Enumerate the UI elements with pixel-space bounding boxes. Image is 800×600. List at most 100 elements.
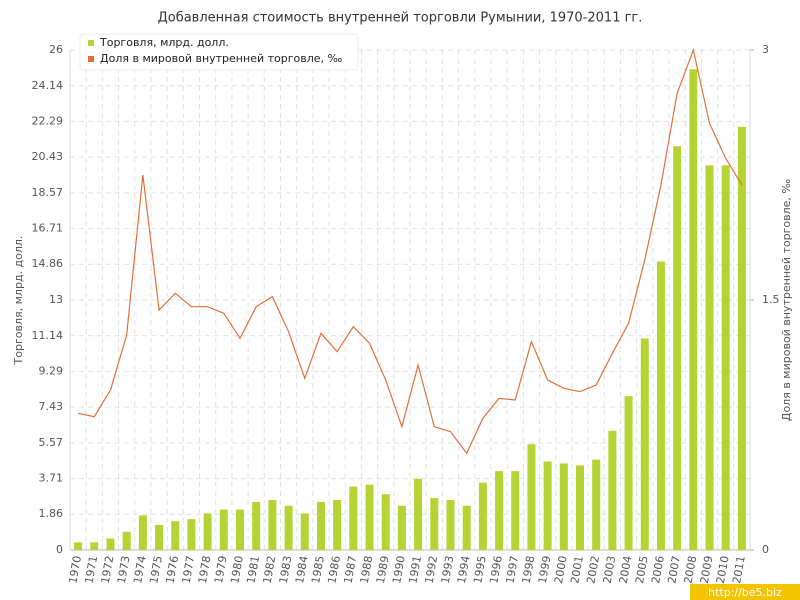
y-axis-title: Торговля, млрд. долл. (12, 236, 25, 366)
watermark[interactable]: http://be5.biz (708, 586, 782, 599)
bar (122, 531, 131, 550)
x-tick-label: 2001 (568, 555, 586, 585)
x-tick-label: 1988 (358, 555, 376, 585)
x-tick-label: 1999 (536, 555, 554, 585)
x-tick-label: 2004 (617, 555, 635, 585)
y-tick-label: 14.86 (32, 257, 64, 270)
bar (268, 500, 277, 550)
bar (138, 515, 147, 550)
bar (495, 471, 504, 550)
bar (349, 486, 358, 550)
x-tick-label: 1990 (390, 555, 408, 585)
bar (106, 538, 115, 550)
y2-axis-title: Доля в мировой внутренней торговле, ‰ (780, 179, 793, 422)
x-tick-label: 1997 (503, 555, 521, 585)
y2-tick-label: 0 (762, 543, 769, 556)
y2-tick-label: 3 (762, 43, 769, 56)
y-tick-label: 13 (49, 293, 63, 306)
bar (155, 525, 164, 550)
x-tick-label: 1981 (244, 555, 262, 585)
x-tick-label: 1991 (406, 555, 424, 585)
bar (592, 459, 601, 550)
line (77, 47, 743, 455)
bar (236, 509, 244, 550)
bar (284, 505, 293, 550)
y-tick-label: 16.71 (32, 222, 64, 235)
x-tick-label: 1983 (277, 555, 295, 585)
y-tick-label: 24.14 (32, 79, 64, 92)
y-tick-label: 1.86 (39, 507, 64, 520)
legend-label: Торговля, млрд. долл. (99, 36, 229, 49)
x-tick-label: 2007 (665, 555, 683, 585)
x-tick-label: 2003 (601, 555, 619, 585)
bar (365, 484, 374, 550)
bar (511, 471, 520, 550)
bar (187, 519, 196, 550)
bar (203, 513, 212, 550)
x-tick-label: 1986 (325, 555, 343, 585)
y-tick-label: 18.57 (32, 186, 64, 199)
bar (316, 501, 325, 550)
legend: Торговля, млрд. долл. Доля в мировой внут… (79, 33, 359, 71)
x-tick-label: 2000 (552, 555, 570, 585)
y-tick-label: 9.29 (39, 364, 64, 377)
bar (397, 505, 406, 550)
x-tick-label: 1979 (212, 555, 230, 585)
bar (559, 463, 568, 550)
x-tick-label: 1996 (487, 555, 505, 585)
y-tick-label: 26 (49, 43, 63, 56)
y-tick-label: 22.29 (32, 114, 64, 127)
bar (333, 500, 342, 550)
x-tick-label: 2011 (730, 555, 748, 585)
y-tick-label: 0 (56, 543, 63, 556)
x-tick-label: 1974 (131, 555, 149, 585)
bar (300, 513, 309, 550)
x-tick-label: 2005 (633, 555, 651, 585)
bar (608, 430, 617, 550)
x-tick-label: 1995 (471, 555, 489, 585)
x-tick-label: 1987 (342, 555, 360, 585)
bar (446, 500, 455, 550)
bar (656, 261, 665, 550)
bar (527, 444, 536, 550)
x-tick-label: 1980 (228, 555, 246, 585)
bar (171, 521, 180, 550)
x-tick-label: 1984 (293, 555, 311, 585)
x-tick-label: 1993 (439, 555, 457, 585)
bar (721, 165, 730, 550)
x-tick-label: 1985 (309, 555, 327, 585)
bar (673, 146, 682, 550)
bar (576, 465, 584, 550)
x-tick-label: 1973 (115, 555, 133, 585)
x-tick-label: 1970 (66, 555, 84, 585)
bar (462, 505, 471, 550)
y-tick-label: 11.14 (32, 329, 64, 342)
bar (624, 396, 633, 550)
x-tick-label: 1971 (83, 555, 101, 585)
x-tick-label: 1994 (455, 555, 473, 585)
x-tick-label: 1972 (99, 555, 117, 585)
x-tick-label: 1975 (147, 555, 165, 585)
bar (90, 542, 99, 550)
x-tick-label: 2002 (584, 555, 602, 585)
x-tick-label: 1989 (374, 555, 392, 585)
bar (705, 165, 714, 550)
bar (478, 482, 487, 550)
x-tick-label: 1976 (163, 555, 181, 585)
x-tick-label: 2009 (698, 555, 716, 585)
x-tick-label: 1998 (520, 555, 538, 585)
bar (252, 501, 261, 550)
bar (430, 498, 439, 550)
bar (414, 478, 423, 550)
bar (640, 338, 649, 550)
bar (219, 509, 228, 550)
y-tick-label: 5.57 (39, 436, 64, 449)
bar (74, 542, 83, 550)
bar (381, 494, 390, 550)
x-tick-label: 2006 (649, 555, 667, 585)
y-tick-label: 20.43 (32, 150, 64, 163)
y-tick-label: 3.71 (39, 472, 64, 485)
x-tick-label: 1982 (261, 555, 279, 585)
x-tick-label: 2010 (714, 555, 732, 585)
